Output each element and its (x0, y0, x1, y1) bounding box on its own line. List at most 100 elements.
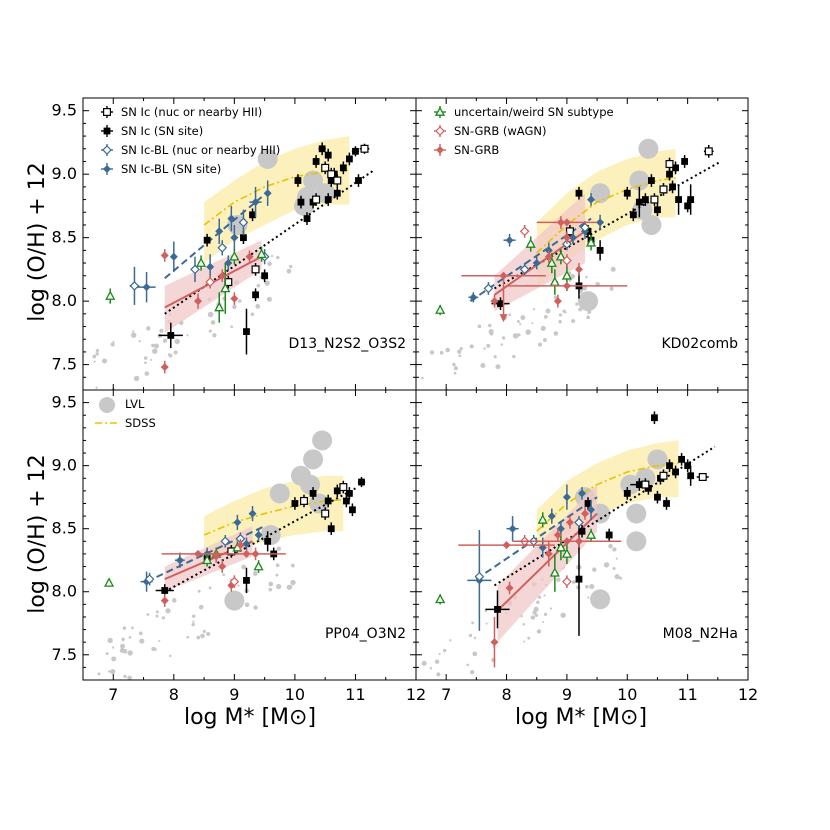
marker-ic-site (687, 472, 695, 480)
marker-unc (546, 257, 557, 267)
sdss-dot (186, 334, 189, 337)
marker-grb-filled (218, 271, 227, 280)
datapoint-grb-filled (562, 231, 571, 244)
datapoint-grb-filled (505, 581, 514, 595)
marker-icbl-site (578, 489, 586, 498)
legend-item: SN Ic (nuc or nearby HII) (101, 105, 262, 119)
panel-frame (415, 389, 749, 681)
datapoint-ic-site (687, 465, 695, 486)
datapoint-ic-site (641, 193, 649, 206)
sdss-dot (615, 557, 618, 560)
marker-ic-site (324, 151, 332, 159)
datapoint-ic-site (584, 497, 592, 510)
datapoint-icbl-site (578, 487, 586, 500)
y-tick-label: 7.5 (52, 645, 77, 664)
marker-ic-site (651, 414, 658, 422)
sdss-dot (186, 635, 190, 639)
datapoint-ic-site (333, 186, 341, 200)
marker-ic-nuc (565, 227, 574, 236)
datapoint-unc (220, 263, 231, 314)
grb-fit-band (164, 240, 262, 333)
sdss-dot (196, 635, 201, 640)
marker-ic-site (596, 246, 604, 254)
lvl-point (629, 170, 650, 191)
marker-icbl-site (469, 293, 478, 302)
marker-ic-nuc (665, 160, 674, 169)
datapoint-ic-site (635, 186, 643, 218)
sdss-dot (618, 576, 623, 580)
sdss-dot (123, 674, 127, 679)
sdss-dot (151, 646, 156, 652)
marker-ic-site (687, 196, 695, 203)
marker-icbl-site (532, 259, 541, 268)
datapoint-ic-site (651, 411, 658, 425)
lvl-point (224, 590, 245, 611)
panel-bottom-right: 7 8 9 10 11 12 M08_N2Ha (415, 389, 758, 704)
marker-unc (195, 257, 207, 267)
sdss-dot (575, 302, 579, 306)
sdss-dot (206, 631, 211, 636)
datapoint-ic-site (291, 497, 299, 510)
sdss-dot (537, 595, 542, 599)
datapoint-grb-open (205, 275, 215, 289)
x-tick-label: 11 (677, 685, 697, 704)
sdss-dot (174, 338, 180, 345)
sdss-dot (165, 608, 171, 614)
sn-icbl-fit-line (475, 496, 598, 580)
sdss-dot (202, 629, 206, 633)
sdss-dot (167, 353, 171, 356)
marker-grb-upper (562, 537, 571, 546)
sdss-dot (95, 348, 99, 353)
marker-icbl-site (248, 509, 257, 518)
sdss-dot (153, 343, 159, 349)
datapoint-icbl-site (532, 256, 541, 270)
marker-ic-site (346, 489, 353, 497)
datapoint-ic-site (309, 487, 317, 500)
datapoint-ic-nuc (641, 478, 650, 491)
sdss-dot (436, 672, 441, 677)
sdss-dot (222, 573, 226, 577)
datapoint-ic-site (324, 494, 332, 508)
datapoint-grb-filled (245, 250, 254, 264)
lvl-point (309, 493, 330, 514)
legend-item: SN Ic-BL (SN site) (101, 162, 221, 176)
sdss-dot (241, 564, 247, 570)
legend-item: SN-GRB (434, 143, 499, 157)
sdss-dot (445, 347, 451, 353)
datapoint-ic-site (312, 155, 320, 168)
sdss-dot (522, 623, 526, 626)
sdss-dot (270, 254, 274, 258)
datapoint-icbl-site (547, 508, 556, 524)
sdss-dot (483, 347, 486, 350)
sdss-dot (472, 651, 478, 657)
marker-unc (202, 554, 213, 565)
marker-grb-filled (553, 297, 562, 306)
datapoint-ic-site (249, 208, 256, 222)
sdss-dot (264, 280, 270, 286)
sdss-dot (553, 331, 559, 336)
datapoint-unc (103, 577, 115, 587)
sdss-dot (488, 323, 492, 328)
sdss-dot (128, 635, 132, 639)
sdss-dot (200, 633, 205, 639)
y-tick-label: 7.5 (52, 355, 77, 374)
datapoint-icbl-site (215, 218, 224, 244)
sdss-dot (538, 342, 542, 347)
x-tick-label: 10 (617, 685, 637, 704)
sdss-dot (131, 626, 134, 630)
sdss-dot (473, 636, 477, 640)
marker-ic-nuc (312, 195, 321, 204)
sdss-dot (159, 328, 164, 333)
marker-unc (555, 542, 566, 552)
datapoint-ic-site (318, 142, 326, 156)
sdss-dot (442, 648, 447, 653)
marker-ic-nuc (339, 483, 348, 492)
marker-icbl-site (206, 262, 215, 271)
marker-ic-site (654, 493, 661, 501)
datapoint-icbl-site (169, 241, 178, 272)
marker-icbl-nuc (217, 242, 228, 253)
sdss-dot (133, 375, 140, 382)
sdss-dot (192, 614, 196, 618)
legend-label: SN-GRB (wAGN) (454, 124, 546, 138)
marker-ic-site (297, 198, 305, 206)
